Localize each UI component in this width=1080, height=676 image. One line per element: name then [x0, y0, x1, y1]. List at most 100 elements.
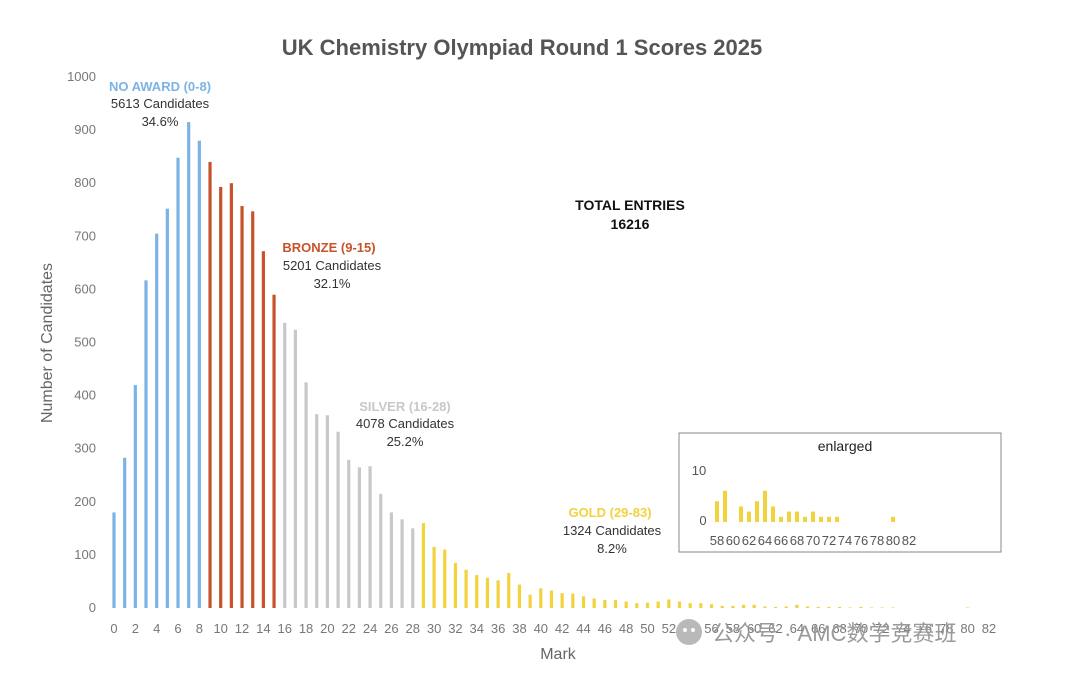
inset-x-tick-label: 72: [822, 533, 836, 548]
bar: [891, 607, 895, 608]
bar: [304, 382, 308, 608]
inset-frame: [678, 432, 1002, 553]
band-candidates: 5201 Candidates: [283, 258, 382, 273]
inset-bars: [715, 490, 895, 522]
bar: [411, 528, 415, 608]
bar: [848, 607, 852, 608]
x-tick-label: 22: [342, 621, 356, 636]
y-axis-label: Number of Candidates: [39, 263, 56, 423]
chart-title: UK Chemistry Olympiad Round 1 Scores 202…: [282, 35, 763, 60]
x-tick-label: 10: [213, 621, 227, 636]
inset-bar: [747, 511, 751, 522]
bar: [859, 606, 863, 608]
bar: [187, 122, 191, 608]
wechat-logo-icon: [676, 619, 702, 645]
bar: [379, 493, 383, 608]
inset-x-tick-label: 78: [870, 533, 884, 548]
inset-x-tick-label: 58: [710, 533, 724, 548]
bar: [155, 233, 159, 608]
bar: [549, 590, 554, 608]
bar: [389, 512, 394, 608]
inset-bar: [827, 516, 831, 522]
inset-bar: [803, 516, 807, 522]
x-tick-label: 34: [470, 621, 484, 636]
x-tick-label: 2: [132, 621, 139, 636]
x-tick-label: 80: [960, 621, 974, 636]
bar: [827, 606, 831, 608]
x-tick-label: 52: [662, 621, 676, 636]
bars: [112, 122, 970, 609]
bar: [667, 599, 671, 608]
bar: [208, 161, 212, 608]
bar: [731, 605, 735, 608]
x-tick-label: 82: [982, 621, 996, 636]
x-tick-label: 12: [235, 621, 249, 636]
inset-x-tick-label: 60: [726, 533, 740, 548]
bar: [581, 596, 586, 608]
bar: [336, 431, 340, 608]
inset-x-tick-label: 82: [902, 533, 916, 548]
bar: [795, 604, 799, 608]
watermark: 公众号 · AMC数学竞赛班: [676, 619, 956, 646]
x-tick-label: 30: [427, 621, 441, 636]
enlarged-inset: enlarged 10 0 58 60 62 64 66 68 70 72 74 76 78 80 82: [678, 432, 1002, 553]
x-tick-label: 18: [299, 621, 313, 636]
total-entries-label: TOTAL ENTRIES: [575, 197, 685, 213]
bar: [240, 206, 244, 608]
bar: [133, 384, 137, 608]
bar: [293, 329, 297, 608]
y-tick-label: 700: [74, 228, 96, 243]
inset-bar: [723, 490, 727, 522]
bar: [507, 572, 511, 608]
inset-y-tick-0: 0: [699, 513, 706, 528]
bar: [603, 600, 607, 608]
x-tick-label: 42: [555, 621, 569, 636]
band-name: GOLD (29-83): [568, 505, 651, 520]
x-tick-label: 44: [576, 621, 590, 636]
y-tick-label: 200: [74, 494, 96, 509]
x-tick-label: 38: [512, 621, 526, 636]
bar: [880, 607, 884, 608]
bar: [432, 546, 436, 608]
bar: [464, 569, 468, 608]
bar: [229, 183, 233, 608]
y-tick-label: 100: [74, 547, 96, 562]
x-tick-label: 56: [704, 621, 718, 636]
y-axis-ticks: 0 100 200 300 400 500 600 700 800 900 1000: [67, 69, 96, 615]
x-tick-label: 16: [277, 621, 291, 636]
bar: [453, 562, 458, 608]
bar: [528, 594, 532, 608]
bar: [966, 607, 970, 608]
wechat-logo-eye-icon: [691, 628, 695, 632]
bar: [283, 322, 287, 608]
x-tick-label: 66: [811, 621, 825, 636]
inset-bar: [811, 511, 815, 522]
inset-x-tick-label: 70: [806, 533, 820, 548]
band-name: SILVER (16-28): [359, 399, 451, 414]
band-annotation-bronze: BRONZE (9-15) 5201 Candidates 32.1%: [282, 240, 381, 291]
band-name: NO AWARD (0-8): [109, 79, 211, 94]
x-tick-label: 4: [153, 621, 160, 636]
bar: [763, 606, 767, 608]
inset-bar: [763, 490, 767, 522]
band-annotation-gold: GOLD (29-83) 1324 Candidates 8.2%: [563, 505, 662, 556]
x-tick-label: 74: [896, 621, 910, 636]
x-tick-label: 48: [619, 621, 633, 636]
y-tick-label: 0: [89, 600, 96, 615]
band-percent: 32.1%: [314, 276, 351, 291]
x-tick-label: 68: [832, 621, 846, 636]
bar: [635, 603, 639, 608]
watermark-text: 公众号 · AMC数学竞赛班: [712, 621, 956, 646]
x-tick-label: 58: [726, 621, 740, 636]
bar: [784, 606, 788, 608]
y-tick-label: 600: [74, 281, 96, 296]
bar: [475, 575, 479, 608]
bar: [517, 584, 522, 608]
bar: [144, 280, 148, 608]
inset-x-tick-label: 80: [886, 533, 900, 548]
bar: [315, 414, 319, 608]
inset-bar: [795, 511, 799, 522]
inset-bar: [891, 516, 895, 522]
band-annotation-silver: SILVER (16-28) 4078 Candidates 25.2%: [356, 399, 455, 449]
